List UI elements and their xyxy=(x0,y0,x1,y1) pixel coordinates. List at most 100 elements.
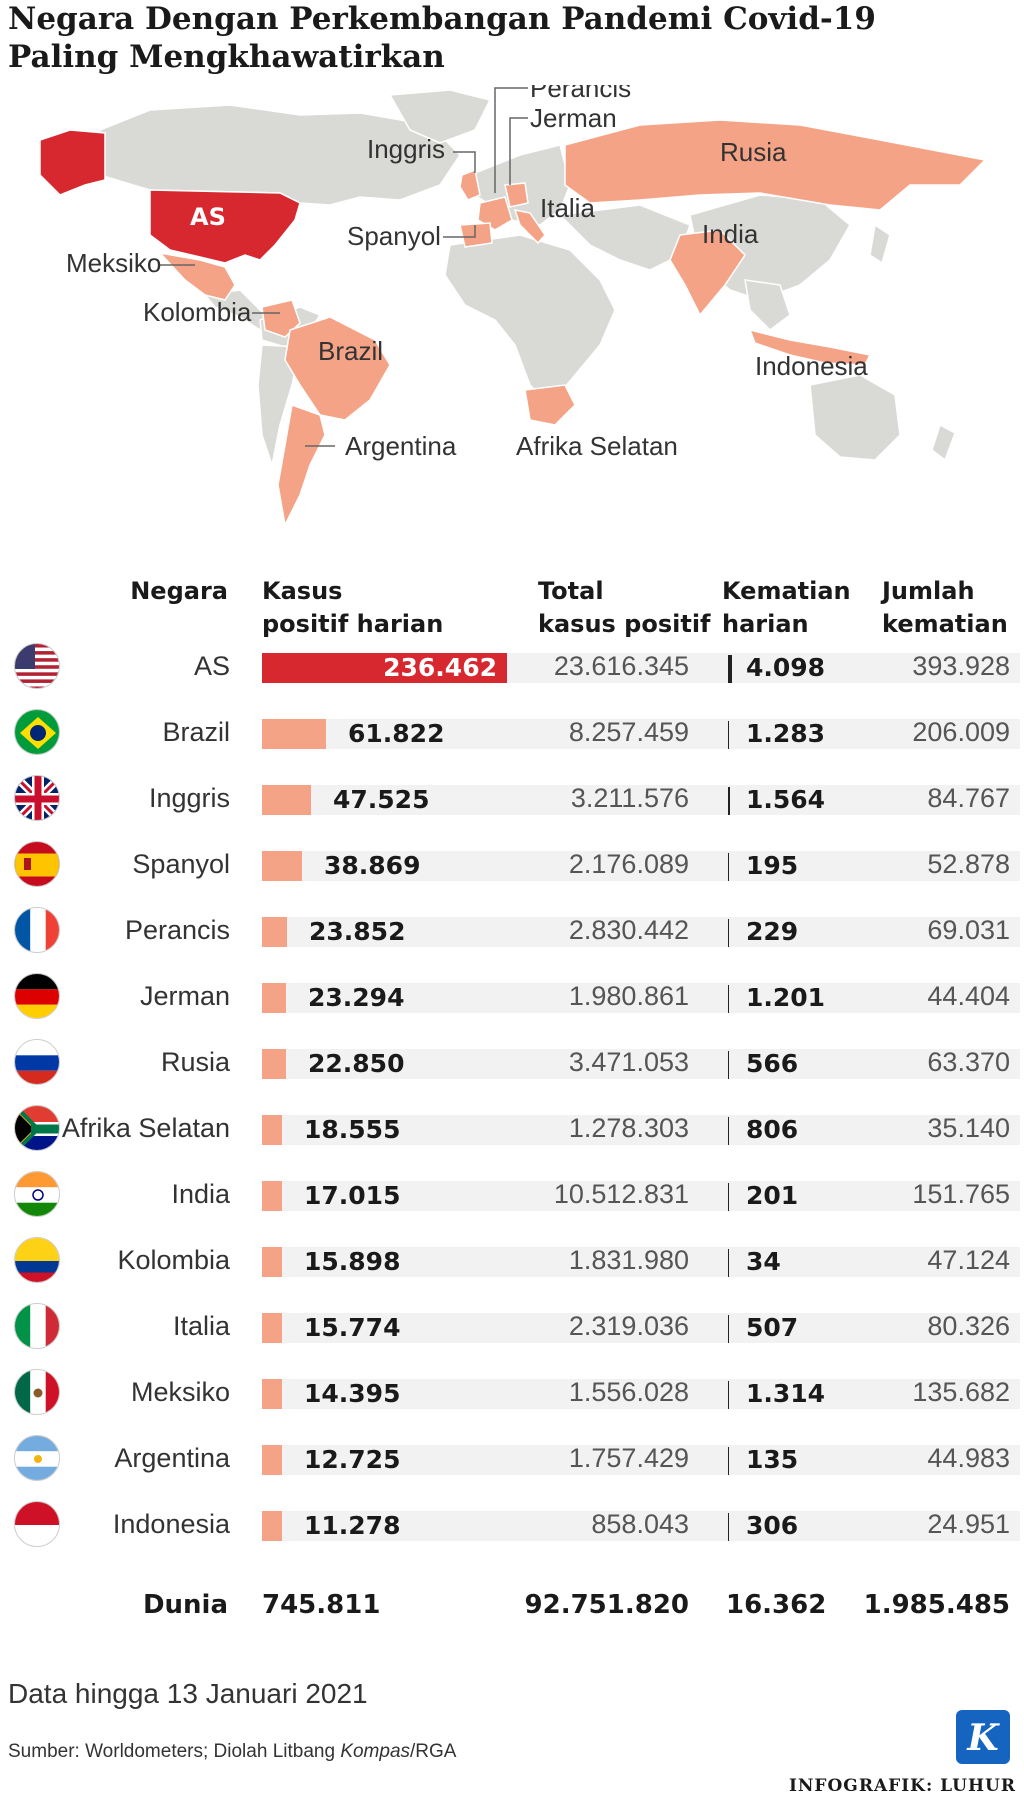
row-band xyxy=(262,785,1020,815)
total-deaths-value: 24.951 xyxy=(927,1509,1010,1539)
total-deaths-value: 63.370 xyxy=(927,1047,1010,1077)
daily-deaths-value: 1.564 xyxy=(746,785,826,814)
header-daily-deaths-line2: harian xyxy=(722,610,809,638)
daily-cases-value: 23.852 xyxy=(309,917,406,946)
daily-cases-value: 38.869 xyxy=(324,851,421,880)
total-deaths-value: 135.682 xyxy=(912,1377,1010,1407)
header-country: Negara xyxy=(130,575,228,608)
world-daily-deaths: 16.362 xyxy=(726,1590,827,1620)
map-label-kolombia: Kolombia xyxy=(143,297,252,327)
daily-cases-value: 61.822 xyxy=(348,719,445,748)
map-spain xyxy=(459,222,493,248)
daily-deaths-value: 1.283 xyxy=(746,719,826,748)
map-label-rusia: Rusia xyxy=(720,137,787,167)
daily-deaths-value: 566 xyxy=(746,1049,799,1078)
row-band xyxy=(262,1379,1020,1409)
total-cases-value: 858.043 xyxy=(591,1509,689,1539)
daily-cases-bar xyxy=(262,917,287,947)
daily-deaths-bar xyxy=(728,1315,729,1343)
country-name: Indonesia xyxy=(112,1509,230,1539)
map-south-africa xyxy=(524,384,576,426)
source-italic: Kompas xyxy=(340,1741,411,1762)
country-name: Afrika Selatan xyxy=(61,1113,230,1143)
daily-cases-bar xyxy=(262,1445,282,1475)
leader-jerman xyxy=(509,117,528,185)
total-cases-value: 1.556.028 xyxy=(568,1377,689,1407)
daily-deaths-bar xyxy=(728,1381,729,1409)
total-deaths-value: 44.983 xyxy=(927,1443,1010,1473)
daily-deaths-value: 195 xyxy=(746,851,799,880)
daily-cases-bar xyxy=(262,653,507,683)
daily-deaths-bar xyxy=(728,1183,729,1211)
daily-deaths-bar xyxy=(728,655,732,683)
infographic-credit: INFOGRAFIK: LUHUR xyxy=(788,1776,1016,1796)
map-label-perancis: Perancis xyxy=(530,85,631,103)
total-cases-value: 10.512.831 xyxy=(553,1179,689,1209)
total-cases-value: 1.831.980 xyxy=(568,1245,689,1275)
daily-cases-value: 11.278 xyxy=(304,1511,401,1540)
daily-deaths-bar xyxy=(728,1117,729,1145)
map-france xyxy=(477,196,513,231)
land-greenland xyxy=(388,89,492,144)
kompas-logo: K xyxy=(956,1710,1010,1764)
world-map: Perancis Jerman Inggris Rusia AS Italia … xyxy=(39,85,987,528)
data-date-note: Data hingga 13 Januari 2021 xyxy=(8,1678,368,1709)
daily-deaths-value: 1.201 xyxy=(746,983,826,1012)
header-daily-cases: Kasus positif harian xyxy=(262,575,443,641)
map-uk xyxy=(459,168,481,201)
country-name: Rusia xyxy=(160,1047,230,1077)
header-daily-deaths: Kematian harian xyxy=(722,575,851,641)
map-indonesia xyxy=(748,328,872,366)
flag-italy-icon xyxy=(14,1303,60,1349)
map-usa xyxy=(149,189,301,264)
flag-colombia-icon xyxy=(14,1237,60,1283)
country-name: Inggris xyxy=(148,783,230,813)
map-label-meksiko: Meksiko xyxy=(66,248,161,278)
header-total-cases-line1: Total xyxy=(538,577,604,605)
row-band xyxy=(262,1313,1020,1343)
daily-deaths-bar xyxy=(728,853,729,881)
daily-cases-bar xyxy=(262,1247,282,1277)
country-name: Perancis xyxy=(124,915,230,945)
total-cases-value: 2.319.036 xyxy=(568,1311,689,1341)
daily-cases-value: 18.555 xyxy=(304,1115,401,1144)
map-label-afrika-selatan: Afrika Selatan xyxy=(516,431,678,461)
world-total-label: Dunia xyxy=(142,1590,228,1620)
total-deaths-value: 151.765 xyxy=(912,1179,1010,1209)
flag-germany-icon xyxy=(14,973,60,1019)
daily-deaths-value: 306 xyxy=(746,1511,799,1540)
world-total-deaths: 1.985.485 xyxy=(863,1590,1010,1620)
total-deaths-value: 44.404 xyxy=(927,981,1010,1011)
total-deaths-value: 84.767 xyxy=(927,783,1010,813)
country-name: Brazil xyxy=(162,717,230,747)
table-row: Jerman 23.294 1.980.861 1.201 44.404 xyxy=(0,963,1024,1029)
daily-deaths-bar xyxy=(728,787,730,815)
map-brazil xyxy=(284,316,391,421)
table-row: Inggris 47.525 3.211.576 1.564 84.767 xyxy=(0,765,1024,831)
header-total-deaths: Jumlah kematian xyxy=(882,575,1008,641)
daily-deaths-bar xyxy=(728,919,729,947)
daily-cases-bar xyxy=(262,983,286,1013)
daily-deaths-value: 34 xyxy=(746,1247,781,1276)
daily-deaths-value: 806 xyxy=(746,1115,799,1144)
table-row: India 17.015 10.512.831 201 151.765 xyxy=(0,1161,1024,1227)
daily-cases-value: 14.395 xyxy=(304,1379,401,1408)
flag-south-africa-icon xyxy=(14,1105,60,1151)
map-argentina xyxy=(277,403,326,528)
land-southeast-asia xyxy=(744,279,791,331)
country-name: Jerman xyxy=(139,981,230,1011)
daily-cases-value: 23.294 xyxy=(308,983,405,1012)
world-total-cases: 92.751.820 xyxy=(524,1590,689,1620)
daily-deaths-bar xyxy=(728,1513,729,1541)
daily-cases-value: 15.898 xyxy=(304,1247,401,1276)
table-row: Rusia 22.850 3.471.053 566 63.370 xyxy=(0,1029,1024,1095)
row-band xyxy=(262,1115,1020,1145)
daily-cases-bar xyxy=(262,1181,282,1211)
total-cases-value: 1.980.861 xyxy=(568,981,689,1011)
table-row: Indonesia 11.278 858.043 306 24.951 xyxy=(0,1491,1024,1557)
country-name: India xyxy=(171,1179,230,1209)
daily-deaths-bar xyxy=(728,721,729,749)
flag-argentina-icon xyxy=(14,1435,60,1481)
flag-india-icon xyxy=(14,1171,60,1217)
country-name: AS xyxy=(193,651,230,681)
